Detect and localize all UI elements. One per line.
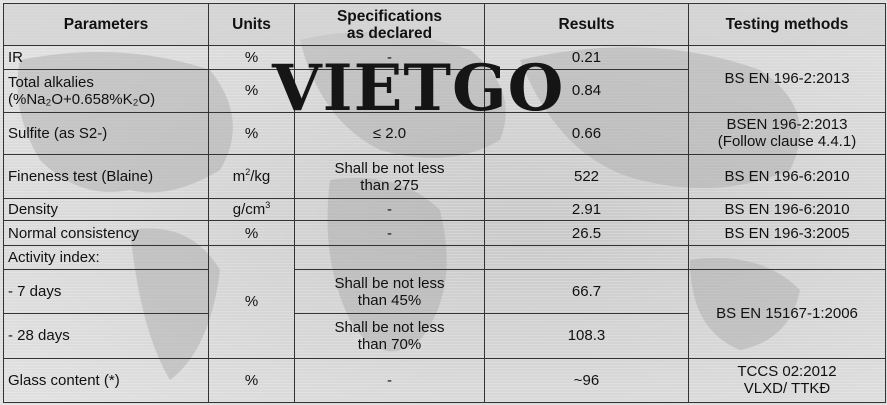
spec-28-days-line1: Shall be not less: [334, 318, 445, 336]
header-results: Results: [484, 3, 689, 46]
param-activity-index: Activity index:: [3, 244, 209, 270]
result-alkalies: 0.84: [484, 69, 689, 113]
result-sulfite: 0.66: [484, 111, 689, 155]
spec-alkalies: -: [294, 69, 485, 113]
spec-ir: -: [294, 44, 485, 71]
unit-activity: %: [208, 244, 295, 359]
param-normal-consistency: Normal consistency: [3, 220, 209, 246]
table-row: - 7 days Shall be not less than 45% 66.7…: [3, 268, 886, 359]
method-bsen-line2: (Follow clause 4.4.1): [717, 133, 857, 151]
param-7-days: - 7 days: [3, 268, 209, 315]
table-row: - 28 days Shall be not less than 70% 108…: [3, 313, 886, 359]
table-row: Density g/cm3 - 2.91 BS EN 196-6:2010: [3, 198, 886, 222]
spec-density: -: [294, 198, 485, 222]
header-spec-line2: as declared: [346, 24, 433, 42]
table-row: Sulfite (as S2-) % ≤ 2.0 0.66 BSEN 196-2…: [3, 111, 886, 155]
unit-density: g/cm3: [208, 198, 295, 222]
param-sulfite: Sulfite (as S2-): [3, 111, 209, 155]
unit-glass: %: [208, 357, 295, 404]
spec-28-days: Shall be not less than 70%: [294, 313, 485, 359]
param-glass-content: Glass content (*): [3, 357, 209, 404]
unit-fineness-sup: 2: [245, 167, 251, 178]
header-parameters: Parameters: [3, 3, 209, 46]
method-bs-en-196-6-fineness: BS EN 196-6:2010: [688, 153, 886, 200]
header-spec-line1: Specifications: [336, 7, 443, 25]
param-alkalies-line1: Total alkalies: [8, 73, 94, 91]
unit-fineness-rest: /kg: [250, 168, 271, 186]
spec-fineness-line1: Shall be not less: [334, 159, 445, 177]
result-ir: 0.21: [484, 44, 689, 71]
header-testing-methods: Testing methods: [688, 3, 886, 46]
unit-fineness-base: m: [232, 168, 246, 186]
unit-density-sup: 3: [265, 200, 271, 211]
method-bs-en-196-6-density: BS EN 196-6:2010: [688, 198, 886, 222]
table-header-row: Parameters Units Specifications as decla…: [3, 3, 886, 46]
param-28-days: - 28 days: [3, 313, 209, 359]
param-density: Density: [3, 198, 209, 222]
method-bs-en-196-2: BS EN 196-2:2013: [688, 45, 886, 113]
param-alkalies-line2: (%Na₂O+0.658%K₂O): [8, 90, 156, 108]
result-density: 2.91: [484, 198, 689, 222]
method-tccs-line1: TCCS 02:2012: [737, 363, 837, 381]
spec-7-days-line1: Shall be not less: [334, 274, 445, 292]
method-activity-empty: [688, 244, 886, 270]
header-specifications: Specifications as declared: [294, 3, 485, 46]
param-fineness: Fineness test (Blaine): [3, 153, 209, 200]
unit-consistency: %: [208, 220, 295, 246]
table-row: Glass content (*) % - ~96 TCCS 02:2012 V…: [3, 357, 886, 404]
spec-glass: -: [294, 357, 485, 404]
unit-density-base: g/cm: [232, 201, 266, 219]
result-7-days: 66.7: [484, 268, 689, 315]
unit-sulfite: %: [208, 111, 295, 155]
result-fineness: 522: [484, 153, 689, 200]
param-total-alkalies: Total alkalies (%Na₂O+0.658%K₂O): [3, 69, 209, 113]
table-row: Activity index: %: [3, 244, 886, 359]
unit-alkalies: %: [208, 69, 295, 113]
spec-consistency: -: [294, 220, 485, 246]
unit-ir: %: [208, 44, 295, 71]
table-row: Fineness test (Blaine) m2/kg Shall be no…: [3, 153, 886, 200]
result-consistency: 26.5: [484, 220, 689, 246]
header-units: Units: [208, 3, 295, 46]
method-tccs: TCCS 02:2012 VLXD/ TTKĐ: [688, 357, 886, 404]
spec-28-days-line2: than 70%: [357, 335, 422, 353]
spec-fineness-line2: than 275: [360, 176, 419, 194]
spec-7-days-line2: than 45%: [357, 291, 422, 309]
method-tccs-line2: VLXD/ TTKĐ: [743, 380, 831, 398]
unit-fineness: m2/kg: [208, 153, 295, 200]
spec-sulfite: ≤ 2.0: [294, 111, 485, 155]
method-bsen-line1: BSEN 196-2:2013: [726, 116, 848, 134]
specification-table: Parameters Units Specifications as decla…: [3, 3, 886, 404]
method-bsen-196-2: BSEN 196-2:2013 (Follow clause 4.4.1): [688, 111, 886, 155]
result-glass: ~96: [484, 357, 689, 404]
method-bs-en-196-3: BS EN 196-3:2005: [688, 220, 886, 246]
table-row: Normal consistency % - 26.5 BS EN 196-3:…: [3, 220, 886, 246]
method-bs-en-15167: BS EN 15167-1:2006: [688, 268, 886, 359]
table-row: IR % - 0.21 BS EN 196-2:2013: [3, 44, 886, 113]
result-28-days: 108.3: [484, 313, 689, 359]
spec-activity-empty: [294, 244, 485, 270]
spec-fineness: Shall be not less than 275: [294, 153, 485, 200]
table-row: Total alkalies (%Na₂O+0.658%K₂O) % - 0.8…: [3, 69, 886, 113]
param-ir: IR: [3, 44, 209, 71]
result-activity-empty: [484, 244, 689, 270]
spec-7-days: Shall be not less than 45%: [294, 268, 485, 315]
